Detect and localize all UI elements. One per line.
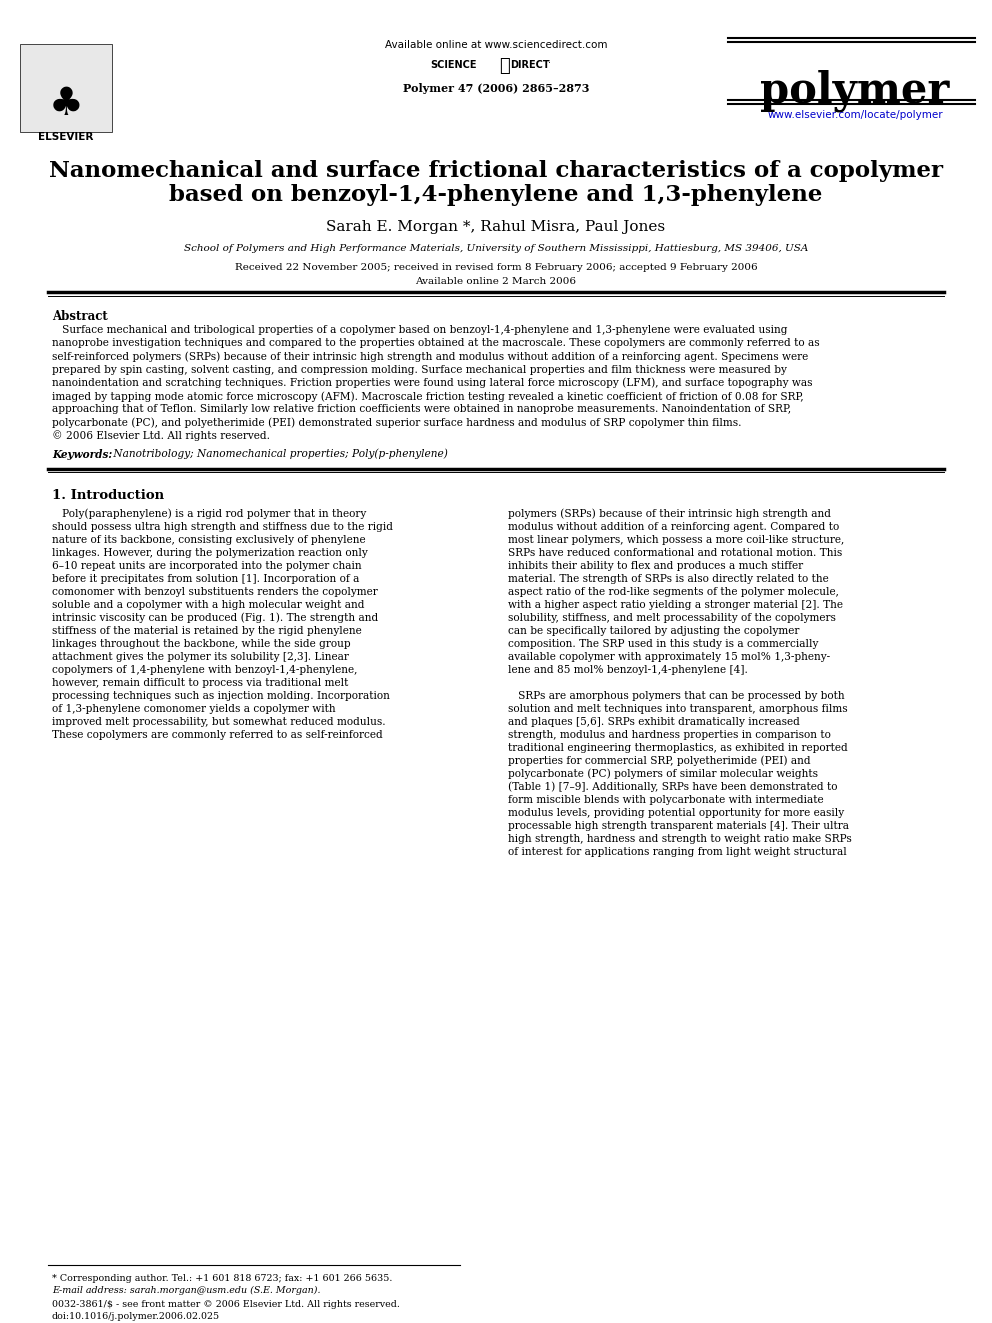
Text: most linear polymers, which possess a more coil-like structure,: most linear polymers, which possess a mo… xyxy=(508,534,844,545)
Text: can be specifically tailored by adjusting the copolymer: can be specifically tailored by adjustin… xyxy=(508,626,800,636)
Text: with a higher aspect ratio yielding a stronger material [2]. The: with a higher aspect ratio yielding a st… xyxy=(508,599,843,610)
Text: Poly(paraphenylene) is a rigid rod polymer that in theory: Poly(paraphenylene) is a rigid rod polym… xyxy=(52,509,366,520)
Text: School of Polymers and High Performance Materials, University of Southern Missis: School of Polymers and High Performance … xyxy=(184,243,808,253)
Text: strength, modulus and hardness properties in comparison to: strength, modulus and hardness propertie… xyxy=(508,730,831,740)
Text: Surface mechanical and tribological properties of a copolymer based on benzoyl-1: Surface mechanical and tribological prop… xyxy=(52,325,788,335)
Text: linkages. However, during the polymerization reaction only: linkages. However, during the polymeriza… xyxy=(52,548,368,558)
Text: processable high strength transparent materials [4]. Their ultra: processable high strength transparent ma… xyxy=(508,820,849,831)
Text: solubility, stiffness, and melt processability of the copolymers: solubility, stiffness, and melt processa… xyxy=(508,613,836,623)
Text: form miscible blends with polycarbonate with intermediate: form miscible blends with polycarbonate … xyxy=(508,795,823,804)
Text: modulus levels, providing potential opportunity for more easily: modulus levels, providing potential oppo… xyxy=(508,808,844,818)
Text: solution and melt techniques into transparent, amorphous films: solution and melt techniques into transp… xyxy=(508,704,847,714)
Text: attachment gives the polymer its solubility [2,3]. Linear: attachment gives the polymer its solubil… xyxy=(52,652,349,662)
Text: Keywords:: Keywords: xyxy=(52,448,112,460)
Text: ♣: ♣ xyxy=(49,85,83,123)
Text: lene and 85 mol% benzoyl-1,4-phenylene [4].: lene and 85 mol% benzoyl-1,4-phenylene [… xyxy=(508,664,748,675)
Text: nanoprobe investigation techniques and compared to the properties obtained at th: nanoprobe investigation techniques and c… xyxy=(52,339,819,348)
Text: These copolymers are commonly referred to as self-reinforced: These copolymers are commonly referred t… xyxy=(52,730,383,740)
Text: self-reinforced polymers (SRPs) because of their intrinsic high strength and mod: self-reinforced polymers (SRPs) because … xyxy=(52,352,808,363)
Text: DIRECT: DIRECT xyxy=(510,60,550,70)
Text: SRPs are amorphous polymers that can be processed by both: SRPs are amorphous polymers that can be … xyxy=(508,691,844,701)
Text: * Corresponding author. Tel.: +1 601 818 6723; fax: +1 601 266 5635.: * Corresponding author. Tel.: +1 601 818… xyxy=(52,1274,393,1283)
Text: ELSEVIER: ELSEVIER xyxy=(39,132,93,142)
Text: improved melt processability, but somewhat reduced modulus.: improved melt processability, but somewh… xyxy=(52,717,386,726)
Text: © 2006 Elsevier Ltd. All rights reserved.: © 2006 Elsevier Ltd. All rights reserved… xyxy=(52,430,270,442)
Text: available copolymer with approximately 15 mol% 1,3-pheny-: available copolymer with approximately 1… xyxy=(508,652,830,662)
Text: E-mail address: sarah.morgan@usm.edu (S.E. Morgan).: E-mail address: sarah.morgan@usm.edu (S.… xyxy=(52,1286,320,1295)
Text: Sarah E. Morgan *, Rahul Misra, Paul Jones: Sarah E. Morgan *, Rahul Misra, Paul Jon… xyxy=(326,220,666,234)
Text: processing techniques such as injection molding. Incorporation: processing techniques such as injection … xyxy=(52,691,390,701)
Text: before it precipitates from solution [1]. Incorporation of a: before it precipitates from solution [1]… xyxy=(52,574,359,583)
Text: imaged by tapping mode atomic force microscopy (AFM). Macroscale friction testin: imaged by tapping mode atomic force micr… xyxy=(52,392,804,402)
Text: prepared by spin casting, solvent casting, and compression molding. Surface mech: prepared by spin casting, solvent castin… xyxy=(52,365,787,374)
Text: of interest for applications ranging from light weight structural: of interest for applications ranging fro… xyxy=(508,847,847,857)
Text: material. The strength of SRPs is also directly related to the: material. The strength of SRPs is also d… xyxy=(508,574,828,583)
Bar xyxy=(20,44,112,132)
Text: traditional engineering thermoplastics, as exhibited in reported: traditional engineering thermoplastics, … xyxy=(508,742,848,753)
Text: ·: · xyxy=(548,58,551,67)
Text: modulus without addition of a reinforcing agent. Compared to: modulus without addition of a reinforcin… xyxy=(508,521,839,532)
Text: (Table 1) [7–9]. Additionally, SRPs have been demonstrated to: (Table 1) [7–9]. Additionally, SRPs have… xyxy=(508,782,837,792)
Text: Abstract: Abstract xyxy=(52,310,108,323)
Text: high strength, hardness and strength to weight ratio make SRPs: high strength, hardness and strength to … xyxy=(508,833,852,844)
Text: nature of its backbone, consisting exclusively of phenylene: nature of its backbone, consisting exclu… xyxy=(52,534,366,545)
Text: 1. Introduction: 1. Introduction xyxy=(52,488,164,501)
Text: ⓓ: ⓓ xyxy=(500,57,510,75)
Text: Available online 2 March 2006: Available online 2 March 2006 xyxy=(416,277,576,286)
Text: Nanotribology; Nanomechanical properties; Poly(p-phenylene): Nanotribology; Nanomechanical properties… xyxy=(110,448,447,459)
Text: copolymers of 1,4-phenylene with benzoyl-1,4-phenylene,: copolymers of 1,4-phenylene with benzoyl… xyxy=(52,664,357,675)
Text: Polymer 47 (2006) 2865–2873: Polymer 47 (2006) 2865–2873 xyxy=(403,83,589,94)
Text: however, remain difficult to process via traditional melt: however, remain difficult to process via… xyxy=(52,677,348,688)
Text: properties for commercial SRP, polyetherimide (PEI) and: properties for commercial SRP, polyether… xyxy=(508,755,810,766)
Text: polycarbonate (PC), and polyetherimide (PEI) demonstrated superior surface hardn: polycarbonate (PC), and polyetherimide (… xyxy=(52,417,741,427)
Text: polymers (SRPs) because of their intrinsic high strength and: polymers (SRPs) because of their intrins… xyxy=(508,509,831,520)
Text: based on benzoyl-1,4-phenylene and 1,3-phenylene: based on benzoyl-1,4-phenylene and 1,3-p… xyxy=(170,184,822,206)
Text: should possess ultra high strength and stiffness due to the rigid: should possess ultra high strength and s… xyxy=(52,521,393,532)
Text: linkages throughout the backbone, while the side group: linkages throughout the backbone, while … xyxy=(52,639,350,648)
Text: and plaques [5,6]. SRPs exhibit dramatically increased: and plaques [5,6]. SRPs exhibit dramatic… xyxy=(508,717,800,726)
Text: soluble and a copolymer with a high molecular weight and: soluble and a copolymer with a high mole… xyxy=(52,599,364,610)
Text: comonomer with benzoyl substituents renders the copolymer: comonomer with benzoyl substituents rend… xyxy=(52,587,378,597)
Text: polymer: polymer xyxy=(760,70,949,112)
Text: polycarbonate (PC) polymers of similar molecular weights: polycarbonate (PC) polymers of similar m… xyxy=(508,769,818,779)
Text: Available online at www.sciencedirect.com: Available online at www.sciencedirect.co… xyxy=(385,40,607,50)
Text: doi:10.1016/j.polymer.2006.02.025: doi:10.1016/j.polymer.2006.02.025 xyxy=(52,1312,220,1320)
Text: approaching that of Teflon. Similarly low relative friction coefficients were ob: approaching that of Teflon. Similarly lo… xyxy=(52,405,792,414)
Text: SCIENCE: SCIENCE xyxy=(430,60,476,70)
Text: SRPs have reduced conformational and rotational motion. This: SRPs have reduced conformational and rot… xyxy=(508,548,842,558)
Text: of 1,3-phenylene comonomer yields a copolymer with: of 1,3-phenylene comonomer yields a copo… xyxy=(52,704,335,714)
Text: stiffness of the material is retained by the rigid phenylene: stiffness of the material is retained by… xyxy=(52,626,362,636)
Text: inhibits their ability to flex and produces a much stiffer: inhibits their ability to flex and produ… xyxy=(508,561,804,570)
Text: 0032-3861/$ - see front matter © 2006 Elsevier Ltd. All rights reserved.: 0032-3861/$ - see front matter © 2006 El… xyxy=(52,1301,400,1308)
Text: nanoindentation and scratching techniques. Friction properties were found using : nanoindentation and scratching technique… xyxy=(52,378,812,389)
Text: intrinsic viscosity can be produced (Fig. 1). The strength and: intrinsic viscosity can be produced (Fig… xyxy=(52,613,378,623)
Text: 6–10 repeat units are incorporated into the polymer chain: 6–10 repeat units are incorporated into … xyxy=(52,561,362,570)
Text: Received 22 November 2005; received in revised form 8 February 2006; accepted 9 : Received 22 November 2005; received in r… xyxy=(235,263,757,273)
Text: aspect ratio of the rod-like segments of the polymer molecule,: aspect ratio of the rod-like segments of… xyxy=(508,587,839,597)
Text: composition. The SRP used in this study is a commercially: composition. The SRP used in this study … xyxy=(508,639,818,648)
Text: Nanomechanical and surface frictional characteristics of a copolymer: Nanomechanical and surface frictional ch… xyxy=(49,160,943,183)
Text: www.elsevier.com/locate/polymer: www.elsevier.com/locate/polymer xyxy=(767,110,942,120)
